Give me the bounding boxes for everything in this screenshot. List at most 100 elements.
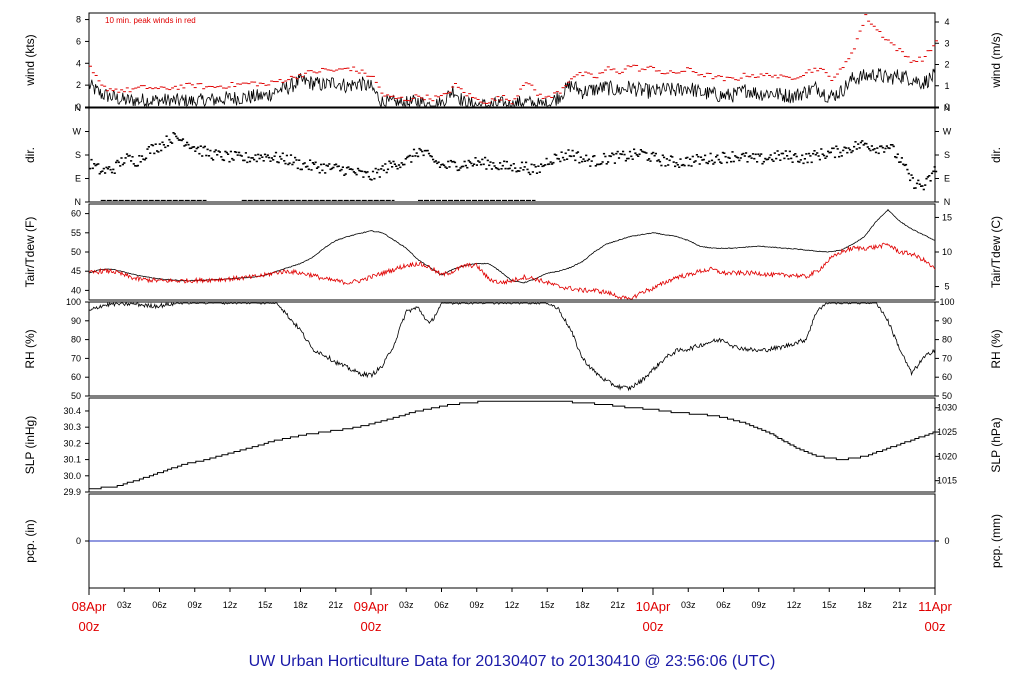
- dir-point: [484, 156, 487, 159]
- dir-point: [250, 157, 253, 159]
- dir-point: [702, 158, 705, 161]
- dir-point: [153, 152, 156, 155]
- dir-point: [660, 164, 663, 167]
- dir-point: [246, 161, 249, 164]
- dir-point: [302, 163, 305, 165]
- x-minor-tick-label: 12z: [505, 600, 520, 610]
- dir-point: [727, 156, 730, 159]
- dir-point: [120, 157, 123, 159]
- dir-point: [832, 147, 835, 150]
- dir-point: [695, 154, 698, 156]
- dir-point: [820, 148, 823, 150]
- dir-point: [489, 161, 492, 163]
- dir-ylabel-right: dir.: [989, 147, 1003, 163]
- dir-point: [325, 164, 328, 167]
- dir-point: [754, 153, 757, 156]
- dir-point: [840, 155, 843, 157]
- dir-point: [855, 148, 858, 150]
- dir-point: [541, 165, 544, 168]
- dir-point: [903, 164, 906, 167]
- dir-point: [572, 155, 575, 157]
- dir-point: [649, 160, 652, 162]
- dir-point: [624, 159, 627, 162]
- dir-point: [269, 160, 272, 162]
- dir-point: [719, 161, 722, 163]
- dir-point: [876, 147, 879, 149]
- dir-point: [526, 168, 529, 171]
- temp-ytick-right-label: 10: [942, 247, 952, 257]
- dir-point: [351, 168, 354, 171]
- dir-point: [620, 153, 623, 156]
- dir-point: [769, 154, 772, 156]
- temp-ytick-right-label: 5: [944, 282, 949, 292]
- dir-point: [150, 144, 153, 146]
- dir-point: [611, 152, 614, 155]
- dir-series-direction: [89, 132, 938, 202]
- dir-point: [378, 176, 381, 178]
- dir-point: [332, 166, 335, 169]
- dir-point: [207, 155, 211, 157]
- dir-point: [257, 153, 260, 156]
- dir-point: [203, 145, 206, 148]
- dir-point: [806, 161, 809, 164]
- dir-point: [184, 144, 187, 146]
- dir-point: [587, 158, 591, 161]
- dir-point: [690, 165, 693, 167]
- dir-point: [110, 171, 114, 174]
- dir-point: [561, 156, 565, 159]
- dir-point: [295, 159, 298, 161]
- rh-ytick-right-label: 100: [939, 297, 954, 307]
- dir-point: [564, 152, 567, 155]
- dir-point: [560, 151, 563, 153]
- dir-point: [179, 139, 182, 141]
- dir-point: [626, 157, 629, 160]
- dir-point: [381, 165, 384, 167]
- temp-ylabel-right: Tair/Tdew (C): [989, 216, 1003, 288]
- rh-frame: [88, 301, 936, 397]
- rh-ytick-right-label: 90: [942, 316, 952, 326]
- dir-point: [492, 162, 495, 164]
- x-minor-tick-label: 06z: [716, 600, 731, 610]
- dir-point: [403, 163, 406, 166]
- dir-point: [361, 170, 364, 173]
- dir-point: [888, 147, 891, 150]
- dir-point: [853, 145, 856, 148]
- dir-point: [678, 166, 681, 168]
- x-minor-tick-label: 09z: [469, 600, 484, 610]
- dir-point: [827, 150, 830, 153]
- dir-point: [281, 152, 284, 155]
- x-major-tick-hour: 00z: [643, 619, 664, 634]
- dir-point: [917, 179, 920, 182]
- dir-point: [288, 162, 291, 164]
- dir-point: [466, 166, 469, 169]
- dir-point: [384, 163, 387, 165]
- dir-point: [723, 152, 726, 154]
- dir-point: [279, 155, 282, 158]
- x-minor-tick-label: 18z: [575, 600, 590, 610]
- dir-point: [474, 157, 477, 159]
- dir-point: [880, 145, 883, 147]
- slp-ytick-right-label: 1030: [937, 403, 957, 413]
- pcp-ytick-label: 0: [76, 536, 81, 546]
- dir-point: [639, 149, 642, 151]
- dir-point: [576, 151, 580, 153]
- dir-point: [801, 154, 804, 157]
- dir-point: [462, 165, 465, 168]
- dir-ytick-right-label: N: [944, 197, 951, 207]
- dir-point: [792, 154, 796, 156]
- dir-point: [839, 151, 842, 154]
- dir-point: [373, 177, 376, 180]
- dir-point: [212, 159, 215, 161]
- dir-point: [494, 167, 498, 169]
- dir-point: [643, 151, 647, 154]
- dir-point: [459, 167, 462, 169]
- dir-point: [846, 151, 849, 154]
- dir-point: [115, 161, 118, 164]
- dir-point: [370, 179, 373, 181]
- wind-ytick-right-label: 3: [944, 38, 949, 48]
- dir-point: [274, 151, 278, 154]
- dir-point: [268, 156, 271, 159]
- dir-point: [128, 154, 131, 157]
- dir-point: [653, 154, 656, 157]
